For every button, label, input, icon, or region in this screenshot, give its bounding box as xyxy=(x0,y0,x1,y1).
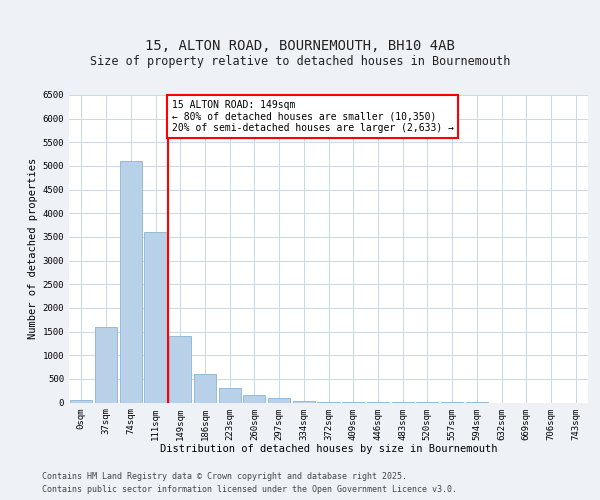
Bar xyxy=(194,374,216,402)
Bar xyxy=(293,400,315,402)
Text: 15 ALTON ROAD: 149sqm
← 80% of detached houses are smaller (10,350)
20% of semi-: 15 ALTON ROAD: 149sqm ← 80% of detached … xyxy=(172,100,454,133)
Bar xyxy=(268,398,290,402)
Bar xyxy=(95,327,117,402)
Bar xyxy=(70,400,92,402)
Text: Size of property relative to detached houses in Bournemouth: Size of property relative to detached ho… xyxy=(90,54,510,68)
Bar xyxy=(243,396,265,402)
Bar xyxy=(169,336,191,402)
Y-axis label: Number of detached properties: Number of detached properties xyxy=(28,158,38,340)
Bar xyxy=(145,232,167,402)
Text: Contains public sector information licensed under the Open Government Licence v3: Contains public sector information licen… xyxy=(42,485,457,494)
Text: 15, ALTON ROAD, BOURNEMOUTH, BH10 4AB: 15, ALTON ROAD, BOURNEMOUTH, BH10 4AB xyxy=(145,38,455,52)
X-axis label: Distribution of detached houses by size in Bournemouth: Distribution of detached houses by size … xyxy=(160,444,497,454)
Bar xyxy=(119,161,142,402)
Text: Contains HM Land Registry data © Crown copyright and database right 2025.: Contains HM Land Registry data © Crown c… xyxy=(42,472,407,481)
Bar xyxy=(218,388,241,402)
